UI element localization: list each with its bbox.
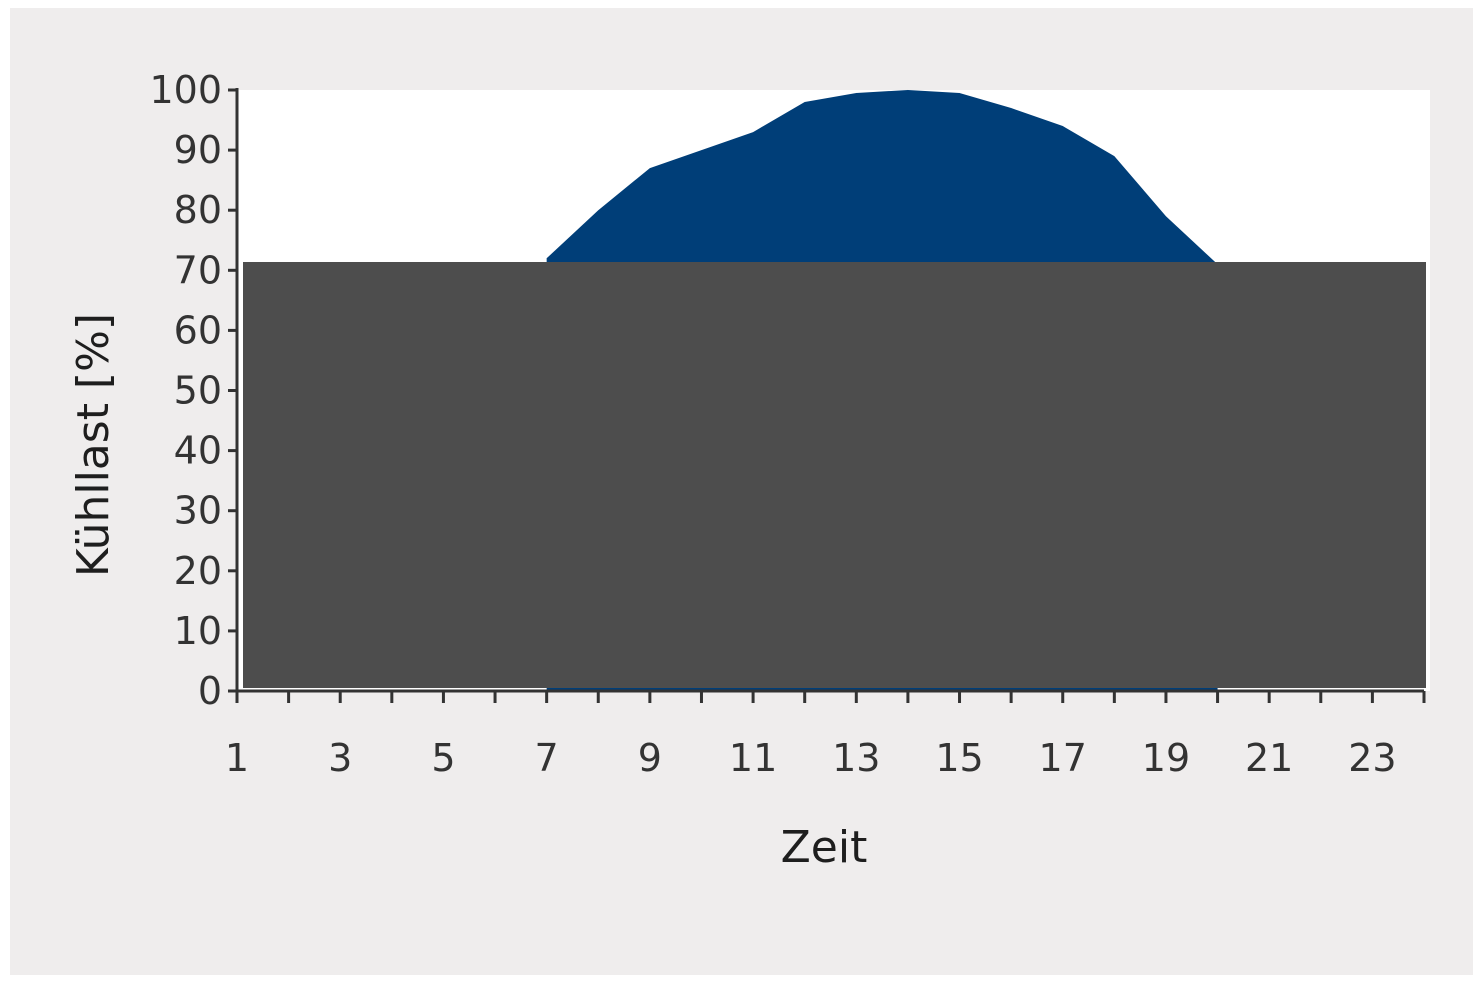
x-tick-label: 1 (225, 736, 249, 780)
x-tick-label: 9 (638, 736, 662, 780)
y-tick-label: 10 (174, 609, 222, 653)
x-tick-label: 3 (328, 736, 352, 780)
y-axis-title: Kühllast [%] (68, 313, 119, 577)
y-tick-label: 0 (198, 669, 222, 713)
x-ticks: 1 3 5 7 9 11 13 15 17 19 21 23 (225, 691, 1426, 780)
x-axis-title: Zeit (781, 822, 868, 873)
x-tick-label: 13 (832, 736, 880, 780)
y-tick-label: 60 (174, 308, 222, 352)
x-tick-label: 15 (935, 736, 983, 780)
y-tick-label: 100 (149, 68, 222, 112)
x-tick-label: 7 (535, 736, 559, 780)
x-tick-label: 5 (431, 736, 455, 780)
y-ticks: 0 10 20 30 40 50 60 70 80 90 100 (149, 68, 237, 713)
x-tick-label: 23 (1348, 736, 1396, 780)
y-tick-label: 90 (174, 128, 222, 172)
x-tick-label: 21 (1245, 736, 1293, 780)
x-tick-label: 17 (1039, 736, 1087, 780)
y-tick-label: 50 (174, 369, 222, 413)
y-tick-label: 40 (174, 429, 222, 473)
x-tick-label: 19 (1142, 736, 1190, 780)
x-tick-label: 11 (729, 736, 777, 780)
y-tick-label: 70 (174, 248, 222, 292)
redaction-block (243, 262, 1426, 688)
y-tick-label: 30 (174, 489, 222, 533)
y-tick-label: 80 (174, 188, 222, 232)
y-tick-label: 20 (174, 549, 222, 593)
